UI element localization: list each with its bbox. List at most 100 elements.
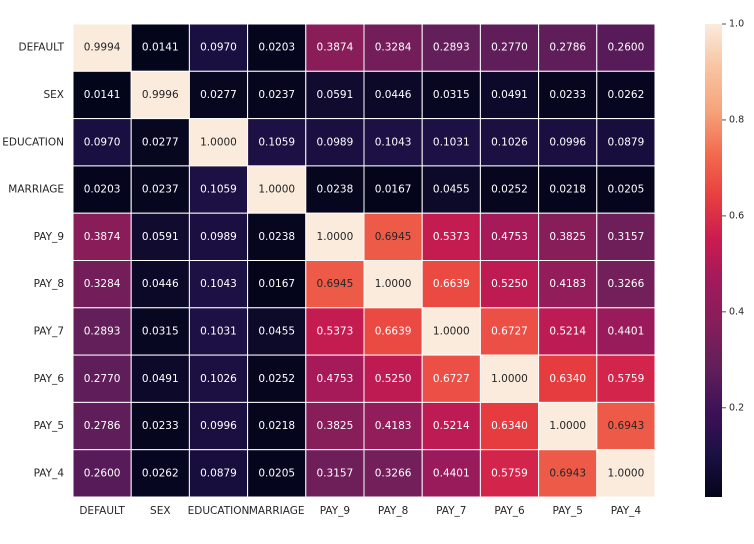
colorbar: 0.2 0.4 0.6 0.8 1.0 <box>705 19 744 497</box>
y-tick-label: PAY_5 <box>34 420 64 432</box>
heatmap-cell <box>363 354 423 403</box>
cell-value-label: 0.5250 <box>375 373 412 385</box>
heatmap-cell <box>72 307 132 356</box>
heatmap-cell <box>188 260 249 309</box>
heatmap-cell <box>247 401 307 451</box>
heatmap-cell <box>479 23 540 72</box>
x-axis-tick-labels: DEFAULT SEX EDUCATION MARRIAGE PAY_9 PAY_8 PAY… <box>79 505 641 517</box>
cell-value-label: 0.6945 <box>375 231 412 243</box>
cell-value-label: 0.6340 <box>549 373 586 385</box>
cell-value-label: 1.0000 <box>433 325 470 337</box>
colorbar-gradient <box>705 24 722 497</box>
heatmap-cell <box>421 118 481 167</box>
y-axis-tick-labels: DEFAULT SEX EDUCATION MARRIAGE PAY_9 PAY_8 PAY… <box>2 42 64 480</box>
cell-value-label: 0.6639 <box>375 325 412 337</box>
cell-value-label: 0.1026 <box>491 136 528 148</box>
heatmap-cell <box>188 449 249 498</box>
cell-value-label: 0.0203 <box>258 42 295 54</box>
cell-value-label: 0.3266 <box>608 278 645 290</box>
cell-value-label: 0.1026 <box>200 373 237 385</box>
heatmap-cell <box>538 401 598 451</box>
cell-value-label: 0.0989 <box>317 136 354 148</box>
heatmap-cell <box>596 307 656 356</box>
cell-value-label: 0.3284 <box>375 42 412 54</box>
cell-value-label: 0.0252 <box>491 184 528 196</box>
heatmap-cell <box>538 260 598 309</box>
x-tick-label: DEFAULT <box>79 505 125 517</box>
cell-value-label: 0.2893 <box>84 325 121 337</box>
cell-value-label: 0.0989 <box>200 231 237 243</box>
y-tick-label: DEFAULT <box>19 42 65 54</box>
cell-value-label: 0.2786 <box>549 42 586 54</box>
cell-value-label: 0.0591 <box>142 231 179 243</box>
cell-value-label: 0.5250 <box>491 278 528 290</box>
heatmap-cell <box>538 354 598 403</box>
cell-value-label: 0.0315 <box>142 325 179 337</box>
cell-value-label: 0.0455 <box>258 325 295 337</box>
heatmap-cell <box>596 118 656 167</box>
heatmap-cell <box>363 212 423 261</box>
heatmap-cell <box>188 118 249 167</box>
cell-value-label: 0.0996 <box>549 136 586 148</box>
heatmap-cell <box>596 212 656 261</box>
heatmap-cell <box>247 354 307 403</box>
x-tick-label: PAY_8 <box>378 505 408 517</box>
cell-value-label: 0.0277 <box>200 89 237 101</box>
cell-value-label: 0.6727 <box>491 325 528 337</box>
cell-value-label: 0.4401 <box>433 467 470 479</box>
cell-value-label: 1.0000 <box>375 278 412 290</box>
heatmap-cell <box>479 307 540 356</box>
cell-value-label: 1.0000 <box>608 467 645 479</box>
heatmap-cell <box>596 70 656 120</box>
cell-value-label: 0.4401 <box>608 325 645 337</box>
heatmap-cell <box>305 212 365 261</box>
cell-value-label: 0.0141 <box>142 42 179 54</box>
cell-value-label: 0.0233 <box>142 420 179 432</box>
x-tick-label: MARRIAGE <box>249 505 305 517</box>
cell-value-label: 0.0879 <box>608 136 645 148</box>
heatmap-cell <box>188 401 249 451</box>
heatmap-cell <box>421 212 481 261</box>
y-tick-label: PAY_9 <box>34 231 64 243</box>
cell-value-label: 0.6340 <box>491 420 528 432</box>
cell-value-label: 0.0277 <box>142 136 179 148</box>
heatmap-cell <box>479 212 540 261</box>
heatmap-cell <box>305 401 365 451</box>
cell-value-label: 0.0455 <box>433 184 470 196</box>
cell-value-label: 1.0000 <box>200 136 237 148</box>
colorbar-tick-label: 0.4 <box>729 306 744 317</box>
colorbar-tick-label: 0.2 <box>729 402 744 413</box>
heatmap-cell <box>130 70 190 120</box>
x-tick-label: PAY_7 <box>436 505 466 517</box>
heatmap-cell <box>72 401 132 451</box>
cell-value-label: 0.3825 <box>549 231 586 243</box>
heatmap-cell <box>363 307 423 356</box>
heatmap-cell <box>421 165 481 214</box>
cell-value-label: 1.0000 <box>491 373 528 385</box>
heatmap-cell <box>188 212 249 261</box>
cell-value-label: 0.4183 <box>375 420 412 432</box>
cell-value-label: 0.3874 <box>317 42 354 54</box>
cell-value-label: 1.0000 <box>258 184 295 196</box>
heatmap-cell <box>363 449 423 498</box>
cell-value-label: 0.2786 <box>84 420 121 432</box>
cell-value-label: 0.0218 <box>549 184 586 196</box>
cell-value-label: 0.5759 <box>491 467 528 479</box>
cell-value-label: 0.6639 <box>433 278 470 290</box>
cell-value-label: 0.0141 <box>84 89 121 101</box>
y-tick-label: PAY_8 <box>34 278 64 290</box>
heatmap-cell <box>538 449 598 498</box>
cell-value-label: 0.1059 <box>258 136 295 148</box>
cell-value-label: 0.3266 <box>375 467 412 479</box>
cell-value-label: 0.2600 <box>608 42 645 54</box>
heatmap-cell <box>247 307 307 356</box>
heatmap-cell <box>479 449 540 498</box>
heatmap-cell <box>596 23 656 72</box>
heatmap-cell <box>363 260 423 309</box>
heatmap-cell <box>130 354 190 403</box>
colorbar-tick-label: 1.0 <box>729 19 744 30</box>
cell-value-label: 0.3874 <box>84 231 121 243</box>
heatmap-cell <box>188 23 249 72</box>
